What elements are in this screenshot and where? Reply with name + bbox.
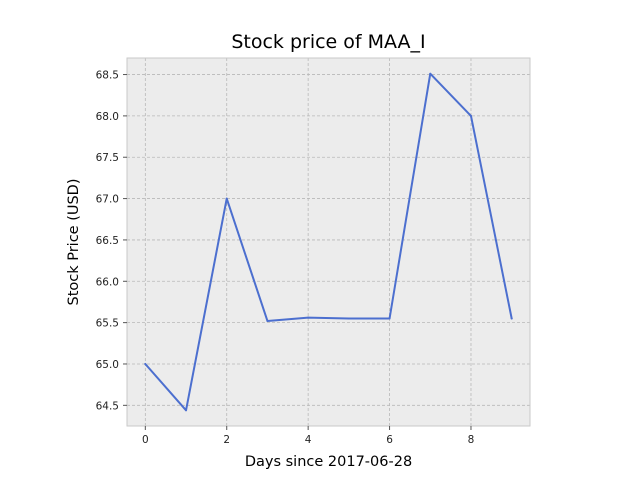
y-tick-label: 67.0 <box>96 194 119 206</box>
data-point <box>469 114 472 117</box>
y-tick-label: 67.5 <box>96 152 119 164</box>
data-point <box>144 362 147 365</box>
data-point <box>307 316 310 319</box>
y-tick-label: 68.5 <box>96 70 119 82</box>
series-group <box>144 72 513 412</box>
plot-frame <box>126 57 531 427</box>
data-point <box>347 317 350 320</box>
x-tick-label: 8 <box>468 434 475 446</box>
y-tick-label: 65.5 <box>96 318 119 330</box>
x-tick-label: 0 <box>142 434 149 446</box>
x-tick-label: 2 <box>223 434 230 446</box>
y-tick-label: 66.5 <box>96 235 119 247</box>
data-point <box>510 317 513 320</box>
y-tick-label: 64.5 <box>96 400 119 412</box>
data-point <box>225 197 228 200</box>
y-axis-label: Stock Price (USD) <box>66 178 82 305</box>
y-tick-label: 65.0 <box>96 359 119 371</box>
data-point <box>185 409 188 412</box>
x-axis-ticks: 0 2 4 6 8 <box>142 426 474 446</box>
chart-title: Stock price of MAA_I <box>231 31 425 53</box>
series-line-0 <box>144 72 513 412</box>
grid <box>127 58 530 426</box>
x-tick-label: 6 <box>386 434 393 446</box>
x-tick-label: 4 <box>305 434 312 446</box>
y-tick-label: 68.0 <box>96 111 119 123</box>
y-tick-label: 66.0 <box>96 276 119 288</box>
data-point <box>266 319 269 322</box>
data-point <box>388 317 391 320</box>
y-axis-ticks: 64.5 65.0 65.5 66.0 66.5 67.0 67.5 68.0 68.5 <box>96 70 127 412</box>
data-point <box>429 72 432 75</box>
x-axis-label: Days since 2017-06-28 <box>245 454 412 470</box>
